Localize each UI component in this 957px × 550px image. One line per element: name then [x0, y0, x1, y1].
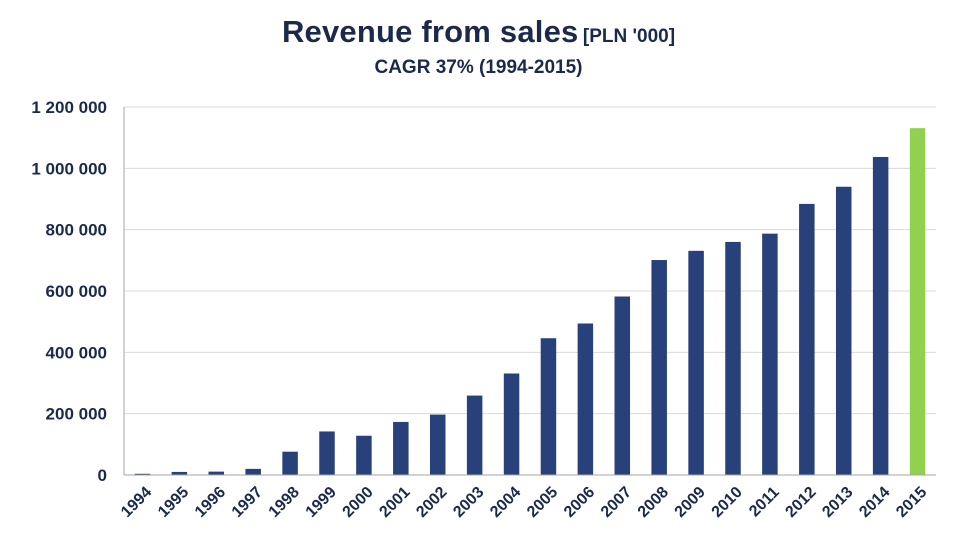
- bar-1995: [171, 471, 188, 475]
- x-tick-label: 1997: [229, 484, 266, 521]
- x-tick-label: 1998: [266, 484, 303, 521]
- bar-1997: [245, 468, 261, 475]
- x-tick-label: 2013: [819, 484, 856, 521]
- x-tick-label: 2005: [524, 484, 561, 521]
- chart-title: Revenue from sales [PLN '000]: [0, 14, 957, 50]
- axes: [123, 107, 936, 476]
- y-tick-label: 400 000: [46, 343, 107, 362]
- y-tick-label: 0: [98, 466, 107, 485]
- bar-2005: [540, 338, 557, 475]
- bar-1999: [319, 431, 335, 475]
- x-tick-label: 2008: [635, 484, 672, 521]
- y-tick-label: 800 000: [46, 221, 107, 240]
- x-tick-label: 2007: [598, 484, 635, 521]
- x-tick-label: 2003: [450, 484, 487, 521]
- bar-2001: [393, 421, 409, 475]
- bar-2006: [577, 323, 594, 475]
- chart-title-unit: [PLN '000]: [582, 26, 676, 47]
- x-tick-label: 1996: [192, 484, 229, 521]
- x-tick-label: 2011: [746, 484, 783, 521]
- x-tick-label: 1995: [155, 484, 192, 521]
- bar-1996: [208, 471, 225, 475]
- bar-2008: [651, 260, 667, 475]
- chart-title-text: Revenue from sales: [281, 14, 579, 49]
- x-tick-label: 2010: [709, 484, 746, 521]
- y-tick-label: 200 000: [46, 405, 107, 424]
- bar-2007: [614, 296, 631, 475]
- bar-1998: [282, 451, 298, 475]
- bar-2002: [429, 414, 446, 475]
- bar-2012: [799, 203, 815, 475]
- x-tick-label: 2002: [413, 484, 450, 521]
- x-tick-label: 2001: [376, 484, 413, 521]
- x-tick-label: 1999: [303, 484, 340, 521]
- bar-2004: [503, 373, 520, 475]
- bar-2015: [909, 128, 926, 475]
- x-tick-label: 2012: [782, 484, 819, 521]
- chart-subtitle: CAGR 37% (1994-2015): [374, 57, 583, 78]
- bar-2003: [466, 395, 483, 475]
- x-tick-label: 2014: [856, 484, 893, 521]
- bar-2013: [835, 186, 852, 475]
- bar-2014: [872, 156, 889, 475]
- y-tick-label: 600 000: [46, 282, 107, 301]
- bar-1994: [134, 473, 151, 475]
- bar-2000: [356, 435, 372, 475]
- y-tick-label: 1 200 000: [31, 98, 107, 117]
- bar-2009: [688, 250, 704, 475]
- x-tick-label: 2015: [893, 484, 930, 521]
- x-tick-label: 1994: [118, 484, 155, 521]
- bar-2011: [762, 233, 778, 475]
- bar-2010: [725, 241, 741, 475]
- bars: [134, 128, 926, 475]
- x-tick-label: 2009: [672, 484, 709, 521]
- y-tick-label: 1 000 000: [31, 159, 107, 178]
- x-tick-label: 2006: [561, 484, 598, 521]
- x-tick-label: 2000: [340, 484, 377, 521]
- x-tick-label: 2004: [487, 484, 524, 521]
